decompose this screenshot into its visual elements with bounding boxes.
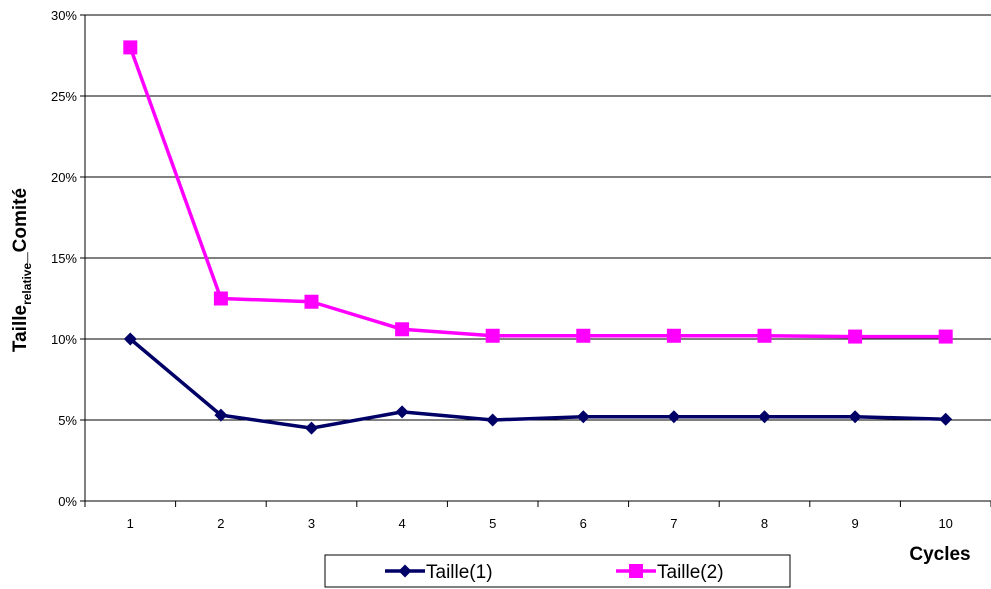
y-tick-label: 25% <box>51 89 77 104</box>
series-1-point <box>667 410 680 423</box>
x-tick-label: 3 <box>308 516 315 531</box>
y-tick-label: 15% <box>51 251 77 266</box>
series-2 <box>123 40 952 343</box>
series-2-point <box>939 330 953 344</box>
series-1-point <box>849 410 862 423</box>
series-1-point <box>396 405 409 418</box>
x-tick-label: 4 <box>398 516 405 531</box>
x-axis-label: Cycles <box>909 544 970 565</box>
y-tick-label: 0% <box>58 494 77 509</box>
x-tick-label: 8 <box>761 516 768 531</box>
series-1-point <box>939 413 952 426</box>
series-2-point <box>848 330 862 344</box>
series-1 <box>124 333 952 435</box>
x-tick-label: 6 <box>580 516 587 531</box>
x-tick-label: 5 <box>489 516 496 531</box>
series-2-point <box>576 329 590 343</box>
series-2-point <box>123 40 137 54</box>
series-1-point <box>577 410 590 423</box>
legend-label: Taille(1) <box>426 562 493 583</box>
y-tick-label: 20% <box>51 170 77 185</box>
series-2-point <box>667 329 681 343</box>
x-axis: 1 2 3 4 5 6 7 8 9 10 <box>85 501 991 531</box>
x-tick-label: 9 <box>851 516 858 531</box>
x-tick-label: 10 <box>938 516 952 531</box>
series-1-point <box>305 422 318 435</box>
series-2-point <box>214 292 228 306</box>
series-1-line <box>130 339 945 428</box>
series-2-point <box>758 329 772 343</box>
gridlines <box>85 15 991 420</box>
series-2-point <box>395 322 409 336</box>
legend: Taille(1) Taille(2) <box>325 555 790 587</box>
y-tick-label: 30% <box>51 8 77 23</box>
y-tick-label: 5% <box>58 413 77 428</box>
legend-label: Taille(2) <box>657 562 724 583</box>
y-axis-label: Taillerelative_Comité <box>10 188 34 352</box>
y-axis-ticks: 0% 5% 10% 15% 20% 25% 30% <box>51 8 85 509</box>
series-2-line <box>130 47 945 336</box>
x-tick-label: 1 <box>127 516 134 531</box>
series-2-point <box>305 295 319 309</box>
series-1-point <box>486 414 499 427</box>
x-tick-label: 2 <box>217 516 224 531</box>
x-tick-label: 7 <box>670 516 677 531</box>
series-1-point <box>758 410 771 423</box>
series-2-point <box>486 329 500 343</box>
legend-marker <box>629 564 643 578</box>
y-tick-label: 10% <box>51 332 77 347</box>
plot-area <box>123 40 952 434</box>
